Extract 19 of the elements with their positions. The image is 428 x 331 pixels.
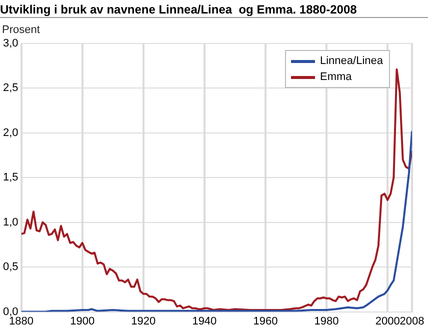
x-tick-label: 2000 <box>375 315 400 328</box>
y-tick-label: 0,0 <box>2 306 18 318</box>
x-tick-label: 1940 <box>192 315 217 328</box>
y-axis-title: Prosent <box>2 24 40 36</box>
x-tick-label: 1900 <box>70 315 95 328</box>
y-tick-label: 2,5 <box>2 82 18 94</box>
y-tick-label: 2,0 <box>2 126 18 139</box>
x-tick-label: 2008 <box>400 315 424 328</box>
y-tick-label: 3,0 <box>2 37 18 50</box>
x-tick-label: 1880 <box>9 315 34 328</box>
x-tick-label: 1980 <box>314 315 339 328</box>
legend-label: Linnea/Linea <box>320 55 383 68</box>
chart-title: Utvikling i bruk av navnene Linnea/Linea og Emma. 1880-2008 <box>0 2 358 17</box>
x-tick-label: 1960 <box>253 315 278 328</box>
y-tick-label: 1,5 <box>2 172 18 184</box>
y-tick-label: 1,0 <box>2 216 18 228</box>
legend-label: Emma <box>320 71 352 84</box>
x-tick-label: 1920 <box>131 315 156 328</box>
y-tick-label: 0,5 <box>2 261 18 274</box>
